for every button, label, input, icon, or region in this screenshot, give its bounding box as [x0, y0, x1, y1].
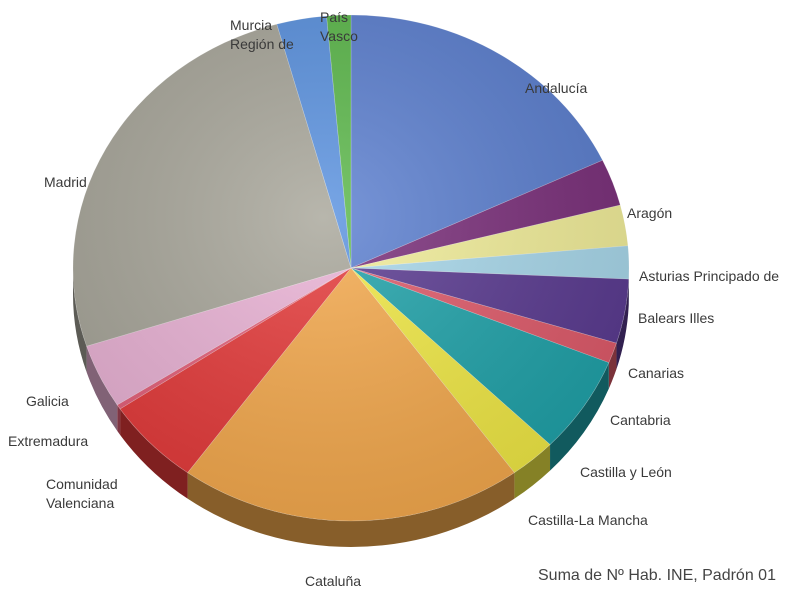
slice-label: Balears Illes [638, 310, 714, 326]
slice-label: Comunidad Valenciana [46, 476, 118, 511]
slice-label: Canarias [628, 365, 684, 381]
slice-label: Castilla y León [580, 464, 672, 480]
slice-label: Cantabria [610, 412, 671, 428]
chart-note: Suma de Nº Hab. INE, Padrón 01 [538, 567, 776, 585]
pie-slice-side [117, 405, 120, 435]
slice-label: Madrid [44, 174, 87, 190]
slice-label: Galicia [26, 393, 69, 409]
slice-label: Cataluña [305, 573, 361, 589]
slice-label: Castilla-La Mancha [528, 512, 648, 528]
slice-label: Aragón [627, 205, 672, 221]
slice-label: Extremadura [8, 433, 88, 449]
slice-label: Andalucía [525, 80, 587, 96]
slice-label: Asturias Principado de [639, 268, 779, 284]
